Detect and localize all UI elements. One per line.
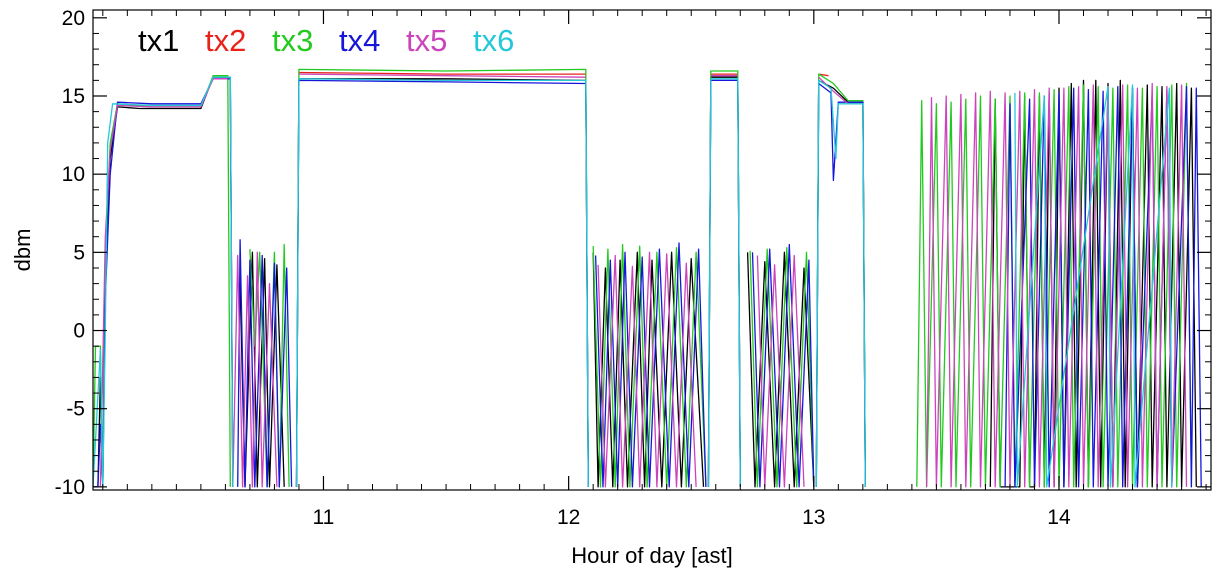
y-tick-label: 0 — [73, 320, 85, 343]
plot-frame — [92, 9, 1212, 491]
y-tick-label: -10 — [55, 476, 85, 499]
axes-layer: -10 -5 0 5 10 15 20 11 12 13 14 — [55, 7, 1212, 529]
x-tick-label: 13 — [802, 506, 825, 529]
x-axis-label: Hour of day [ast] — [571, 543, 732, 568]
series-line-tx5 — [232, 251, 278, 488]
series-line-tx5 — [756, 254, 805, 488]
series-line-tx3 — [93, 75, 231, 488]
y-tick-label: 5 — [73, 241, 85, 264]
legend: tx1 tx2 tx3 tx4 tx5 tx6 — [138, 23, 514, 58]
x-tick-label: 14 — [1047, 506, 1071, 529]
series-line-tx4 — [594, 242, 707, 488]
series-line-tx6 — [93, 76, 234, 488]
series-tx6 — [93, 76, 1173, 488]
series-line-tx5 — [597, 251, 697, 488]
y-tick-label: 10 — [62, 163, 85, 186]
legend-label-tx6: tx6 — [473, 23, 514, 58]
series-line-tx6 — [1014, 84, 1173, 488]
series-line-tx6 — [707, 78, 741, 487]
legend-label-tx1: tx1 — [138, 23, 179, 58]
series-line-tx4 — [751, 243, 815, 488]
series-tx2 — [298, 71, 829, 77]
y-tick-label: -5 — [66, 398, 85, 421]
series-layer — [93, 68, 1202, 488]
y-tick-label: 15 — [62, 85, 85, 108]
series-line-tx2 — [818, 73, 829, 77]
y-axis-label: dbm — [10, 229, 35, 272]
series-line-tx6 — [295, 78, 589, 487]
series-line-tx4 — [237, 239, 293, 488]
series-line-tx5 — [298, 73, 586, 78]
series-line-tx6 — [815, 79, 866, 487]
series-line-tx5 — [925, 82, 1188, 488]
x-tick-label: 11 — [313, 506, 335, 529]
series-line-tx2 — [298, 71, 586, 75]
legend-label-tx4: tx4 — [339, 23, 380, 58]
legend-label-tx5: tx5 — [406, 23, 447, 58]
y-tick-label: 20 — [62, 7, 85, 30]
x-tick-label: 12 — [557, 506, 580, 529]
legend-label-tx2: tx2 — [205, 23, 246, 58]
legend-label-tx3: tx3 — [272, 23, 313, 58]
